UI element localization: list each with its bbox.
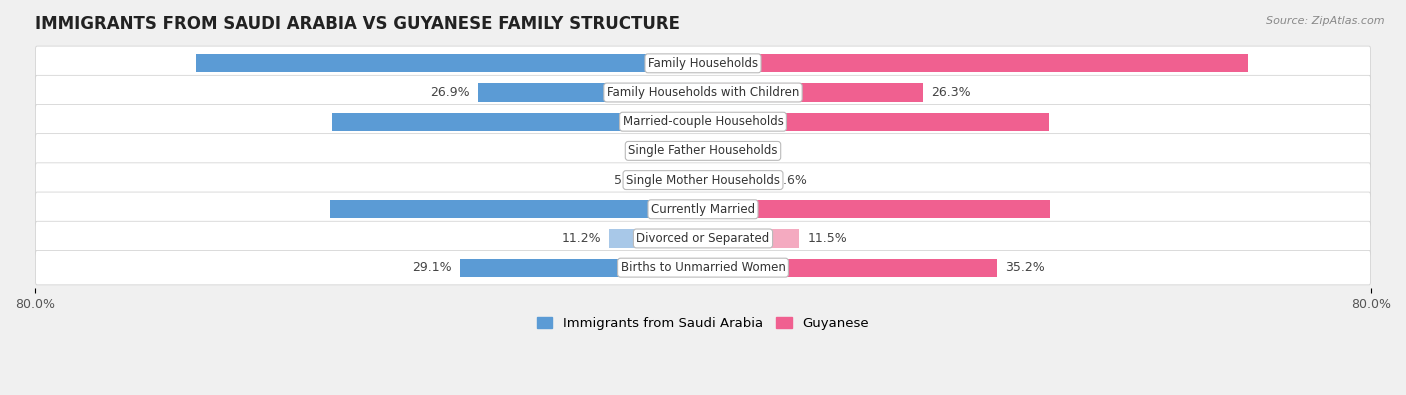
Bar [332,113,703,131]
Text: Single Mother Households: Single Mother Households [626,173,780,186]
Text: 65.3%: 65.3% [716,57,759,70]
FancyBboxPatch shape [35,221,1371,256]
FancyBboxPatch shape [35,75,1371,110]
Text: 2.1%: 2.1% [645,145,678,157]
FancyBboxPatch shape [35,163,1371,198]
FancyBboxPatch shape [35,134,1371,168]
Text: 11.2%: 11.2% [561,232,602,245]
Text: 29.1%: 29.1% [412,261,451,274]
Text: Births to Unmarried Women: Births to Unmarried Women [620,261,786,274]
FancyBboxPatch shape [35,192,1371,226]
Bar [703,54,1249,72]
Bar [197,54,703,72]
Text: Divorced or Separated: Divorced or Separated [637,232,769,245]
Text: 41.6%: 41.6% [716,203,759,216]
Text: 5.9%: 5.9% [613,173,645,186]
Bar [703,259,997,277]
FancyBboxPatch shape [35,250,1371,285]
Text: Currently Married: Currently Married [651,203,755,216]
Legend: Immigrants from Saudi Arabia, Guyanese: Immigrants from Saudi Arabia, Guyanese [531,312,875,335]
Text: 7.6%: 7.6% [775,173,807,186]
Bar [478,83,703,102]
Bar [703,142,720,160]
Text: 41.4%: 41.4% [716,115,759,128]
Bar [703,113,1049,131]
FancyBboxPatch shape [35,46,1371,81]
Text: 44.7%: 44.7% [647,203,690,216]
Bar [330,200,703,218]
Bar [654,171,703,189]
Text: Source: ZipAtlas.com: Source: ZipAtlas.com [1267,16,1385,26]
Bar [609,229,703,248]
Bar [703,171,766,189]
Text: Single Father Households: Single Father Households [628,145,778,157]
Text: IMMIGRANTS FROM SAUDI ARABIA VS GUYANESE FAMILY STRUCTURE: IMMIGRANTS FROM SAUDI ARABIA VS GUYANESE… [35,15,681,33]
Text: 26.9%: 26.9% [430,86,470,99]
Text: Family Households with Children: Family Households with Children [607,86,799,99]
Text: 44.4%: 44.4% [647,115,690,128]
Bar [703,200,1050,218]
Text: 26.3%: 26.3% [931,86,970,99]
Text: 60.7%: 60.7% [647,57,690,70]
Bar [703,229,799,248]
Bar [460,259,703,277]
Bar [703,83,922,102]
Text: 11.5%: 11.5% [807,232,848,245]
Bar [686,142,703,160]
FancyBboxPatch shape [35,105,1371,139]
Text: Married-couple Households: Married-couple Households [623,115,783,128]
Text: 2.1%: 2.1% [728,145,761,157]
Text: Family Households: Family Households [648,57,758,70]
Text: 35.2%: 35.2% [1005,261,1045,274]
